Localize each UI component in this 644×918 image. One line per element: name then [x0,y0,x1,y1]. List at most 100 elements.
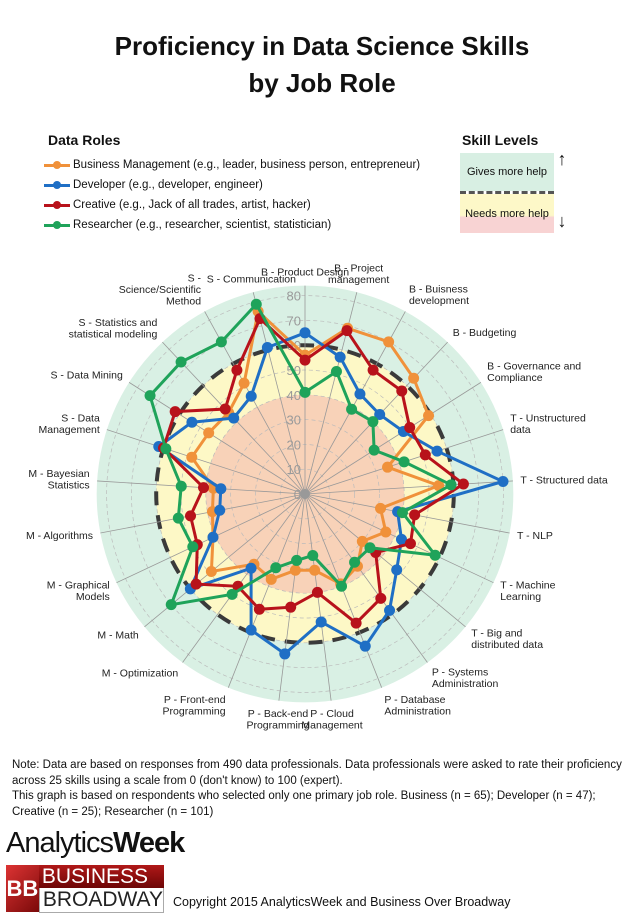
data-point [382,461,394,473]
axis-label-line: S - [188,273,202,285]
axis-label: B - Budgeting [453,327,517,339]
data-point [368,444,380,456]
axis-label-line: B - Budgeting [453,327,517,339]
spoke [304,493,466,628]
axis-label-line: development [409,295,469,307]
data-point [279,648,291,660]
data-point [270,562,282,574]
data-point [238,377,250,389]
axis-label: S -Science/Scientific Method [119,273,202,308]
axis-label-line: distributed data [471,639,543,651]
axis-label: P - Database Administration [384,694,451,718]
data-point [429,549,441,561]
skill-upper: Gives more help [460,153,554,191]
bb-line-2: BROADWAY [38,888,164,913]
legend-swatch [44,180,70,189]
axis-label-line: P - Cloud [310,708,354,720]
data-point [367,416,379,428]
series-line [156,331,508,656]
data-point [367,364,379,376]
bb-line-1: BUSINESS [38,865,164,888]
axis-label: M - Bayesian Statistics [28,468,89,492]
note-line-1: Note: Data are based on responses from 4… [12,759,622,787]
spoke [100,493,306,534]
data-point [336,580,348,592]
spoke [227,493,306,688]
data-point [309,564,321,576]
axis-label-line: M - Algorithms [26,530,93,542]
spoke [128,382,306,495]
data-point [419,449,431,461]
axis-label: B - Project management [328,262,389,286]
data-point [185,510,197,522]
data-point [380,526,392,538]
data-point [307,550,319,562]
data-point [431,445,443,457]
chart-title: Proficiency in Data Science Skills by Jo… [0,28,644,102]
axis-label: M - Algorithms [26,530,93,542]
spoke [304,480,513,495]
tick-label: 30 [287,413,301,428]
data-point [285,601,297,613]
axis-label-line: B - Project [334,262,383,274]
axis-label-line: Compliance [487,372,543,384]
axis-label: T - Unstructured data [510,412,586,436]
spoke [304,382,482,495]
spoke [278,493,306,701]
business-broadway-logo: BB BUSINESS BROADWAY [6,865,164,913]
data-point [207,531,219,543]
series-creative [157,313,469,629]
spoke [106,429,306,495]
data-point [160,443,172,455]
data-point [408,372,420,384]
legend-item-creative: Creative (e.g., Jack of all trades, arti… [44,195,420,215]
axis-label-line: T - Machine [500,579,555,591]
analyticsweek-logo: AnalyticsWeek [6,827,185,860]
axis-label: B - Buisness development [409,283,469,307]
data-point [299,386,311,398]
data-point [190,578,202,590]
axis-label: S - Communication [207,274,296,286]
data-point [354,388,366,400]
data-point [215,336,227,348]
data-point [384,604,396,616]
data-point [231,364,243,376]
data-point [245,624,257,636]
axis-label-line: management [328,274,389,286]
axis-label: T - Machine Learning [500,579,555,603]
axis-label: T - Structured data [520,474,608,486]
data-point [374,408,386,420]
tick-label: 80 [287,289,301,304]
axis-label-line: T - Unstructured [510,412,586,424]
legend-item-business: Business Management (e.g., leader, busin… [44,155,420,175]
tick-label: 70 [287,313,301,328]
data-point [433,480,445,492]
data-point [187,541,199,553]
axis-label: M - Math [97,629,139,641]
axis-label-line: M - Optimization [102,667,179,679]
up-arrow-icon: ↑ [557,149,567,169]
legend-swatch [44,200,70,209]
data-point [299,354,311,366]
axis-label: P - Systems Administration [432,666,499,690]
axis-label-line: B - Governance and [487,361,581,373]
axis-label-line: Learning [500,591,541,603]
data-point [175,356,187,368]
tick-label: 0 [294,487,301,502]
data-point [315,616,327,628]
legend-label: Creative (e.g., Jack of all trades, arti… [73,199,311,211]
axis-label-line: Method [166,296,201,308]
skill-threshold-dash [460,191,554,194]
legend: Business Management (e.g., leader, busin… [44,155,420,235]
axis-label-line: Administration [384,705,451,717]
note-line-2: This graph is based on respondents who s… [12,790,596,818]
data-point [226,588,238,600]
data-point [346,403,358,415]
data-point [245,562,257,574]
legend-label: Researcher (e.g., researcher, scientist,… [73,219,332,231]
data-point [330,365,342,377]
logo-text-bold: Week [113,827,185,859]
grid-ring [205,394,405,594]
data-point [175,480,187,492]
